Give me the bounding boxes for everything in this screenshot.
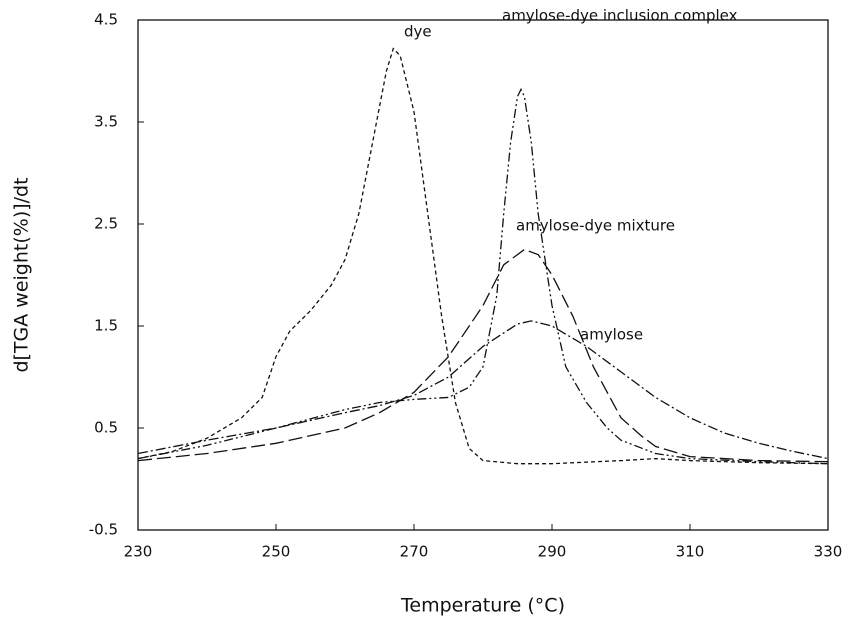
- series-label: amylose: [580, 326, 643, 344]
- series-line: [137, 248, 829, 463]
- series-line: [137, 320, 829, 460]
- y-tick-label: 3.5: [94, 113, 118, 131]
- y-tick-label: 4.5: [94, 11, 118, 29]
- x-tick-label: 310: [676, 543, 705, 561]
- x-tick-label: 330: [814, 543, 843, 561]
- y-tick-label: -0.5: [89, 521, 118, 539]
- y-tick-label: 0.5: [94, 419, 118, 437]
- x-tick-label: 290: [538, 543, 567, 561]
- x-tick-label: 270: [400, 543, 429, 561]
- series-label: dye: [404, 23, 432, 41]
- series-line: [137, 87, 829, 465]
- series-label: amylose-dye inclusion complex: [502, 7, 738, 25]
- plot-frame: [137, 19, 829, 531]
- y-tick-label: 2.5: [94, 215, 118, 233]
- y-tick-label: 1.5: [94, 317, 118, 335]
- x-tick-label: 230: [124, 543, 153, 561]
- x-axis-title: Temperature (°C): [400, 595, 565, 617]
- series-line: [137, 47, 829, 465]
- series-label: amylose-dye mixture: [516, 217, 675, 235]
- y-axis-title: d[TGA weight(%)]/dt: [11, 177, 33, 372]
- x-tick-label: 250: [262, 543, 291, 561]
